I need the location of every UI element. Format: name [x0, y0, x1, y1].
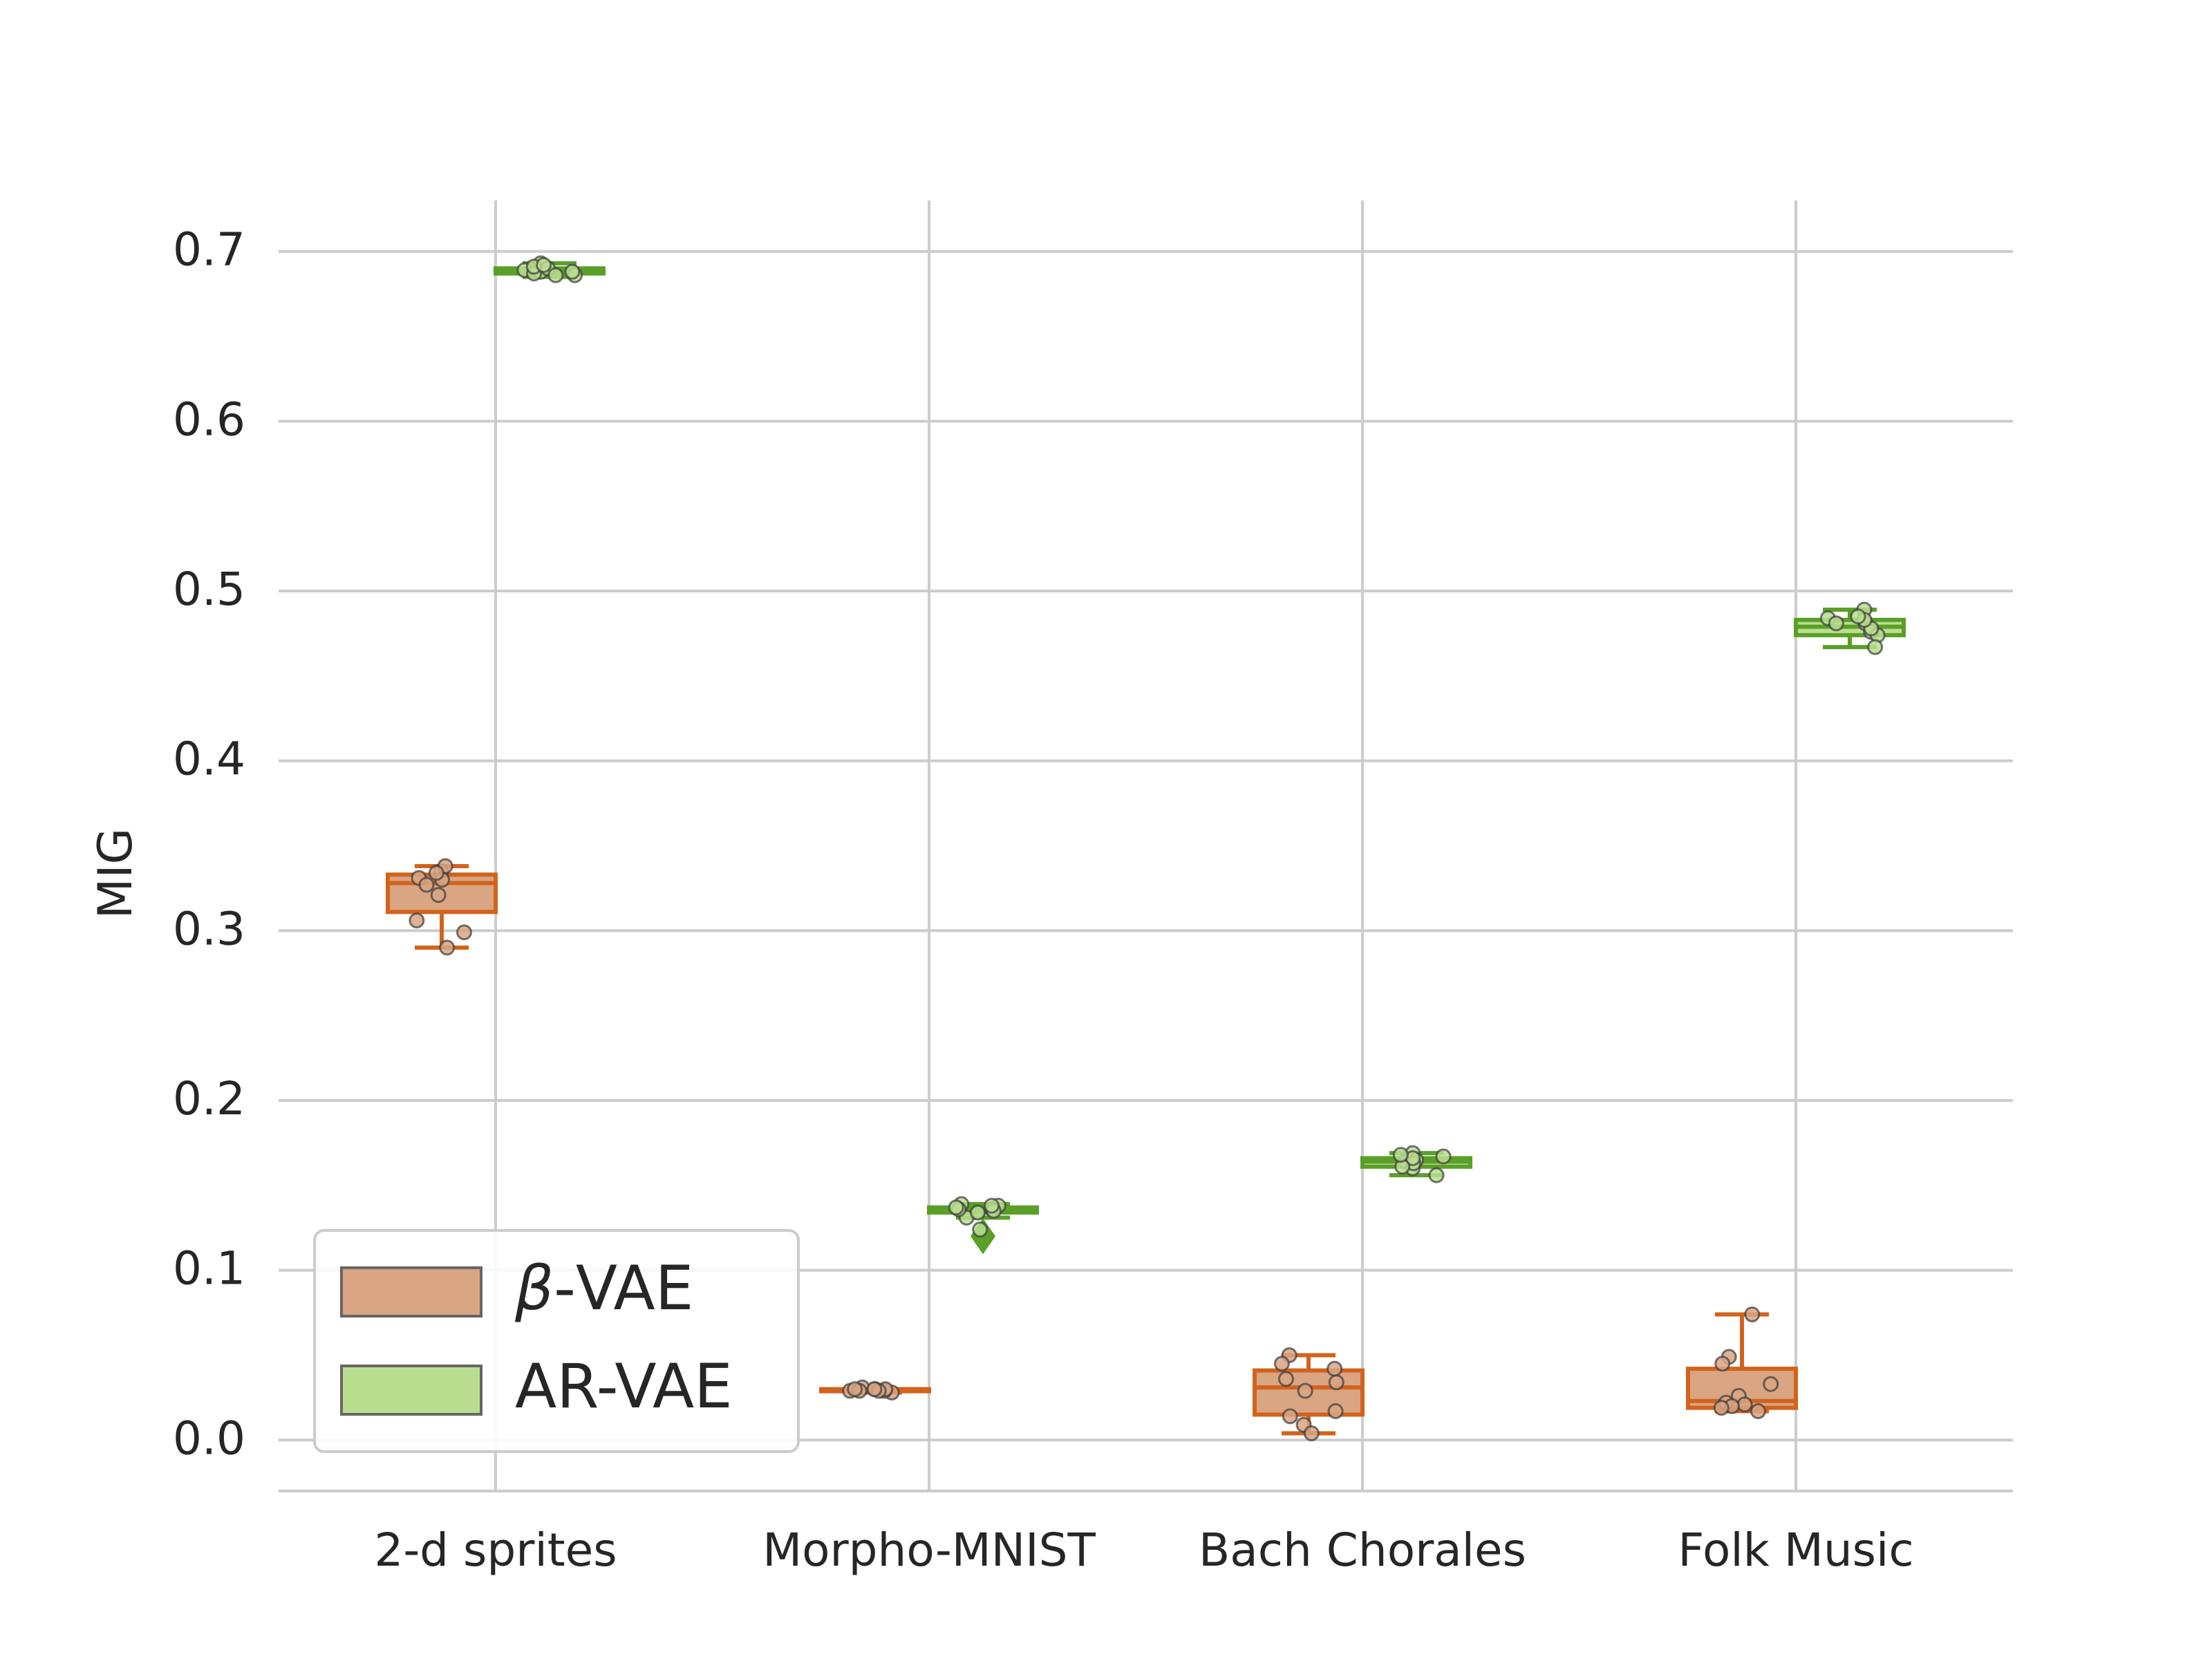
data-point	[547, 267, 564, 283]
y-tick-label: 0.4	[173, 733, 245, 786]
y-tick-label: 0.2	[173, 1072, 245, 1125]
series-0	[386, 858, 1798, 1441]
data-point	[948, 1199, 964, 1216]
legend-label: β-VAE	[514, 1253, 693, 1324]
data-point	[1736, 1396, 1753, 1413]
x-tick-label: 2-d sprites	[374, 1524, 617, 1577]
data-point	[1297, 1382, 1313, 1399]
data-point	[536, 256, 552, 273]
data-point	[428, 865, 444, 881]
data-point	[1750, 1403, 1766, 1420]
data-point	[1435, 1148, 1452, 1165]
legend-label-symbol: β	[514, 1253, 554, 1324]
data-point	[1850, 608, 1866, 625]
data-point	[1282, 1408, 1298, 1425]
y-tick-label: 0.5	[173, 563, 245, 616]
legend-label-text: AR-VAE	[515, 1351, 733, 1422]
data-point	[1303, 1425, 1320, 1441]
legend-swatch	[340, 1365, 482, 1416]
data-point	[1327, 1403, 1344, 1420]
series-1	[494, 255, 1906, 1255]
y-tick-label: 0.0	[173, 1412, 245, 1465]
data-point	[1392, 1147, 1409, 1163]
data-point	[866, 1381, 883, 1398]
legend-swatch	[340, 1266, 482, 1318]
data-point	[1828, 615, 1844, 632]
x-tick-label: Morpho-MNIST	[762, 1524, 1096, 1577]
data-point	[418, 877, 435, 893]
y-tick-label: 0.7	[173, 223, 245, 276]
data-point	[1273, 1356, 1290, 1372]
data-point	[409, 912, 425, 929]
legend-label: AR-VAE	[515, 1351, 733, 1422]
box-plots	[386, 255, 1906, 1441]
data-point	[564, 263, 581, 280]
data-point	[984, 1197, 1000, 1214]
data-point	[1744, 1306, 1761, 1323]
data-point	[1328, 1374, 1344, 1391]
x-tick-label: Folk Music	[1678, 1524, 1913, 1577]
data-point	[1277, 1371, 1294, 1387]
data-point	[847, 1381, 863, 1398]
data-point	[1713, 1400, 1730, 1416]
legend-label-text: -VAE	[554, 1253, 693, 1324]
data-point	[1714, 1356, 1731, 1372]
y-axis-label: MIG	[88, 828, 143, 919]
legend: β-VAE AR-VAE	[313, 1229, 800, 1453]
data-point	[430, 887, 447, 903]
data-point	[456, 924, 473, 941]
data-point	[1327, 1360, 1343, 1377]
y-tick-label: 0.1	[173, 1242, 245, 1295]
x-tick-label: Bach Chorales	[1199, 1524, 1526, 1577]
data-point	[1428, 1167, 1445, 1183]
data-point	[972, 1221, 988, 1238]
y-tick-label: 0.6	[173, 393, 245, 446]
tick-labels: 0.0 0.1 0.2 0.3 0.4 0.5 0.6 0.7 2-d sprites Morph…	[173, 223, 1914, 1577]
data-point	[1867, 639, 1884, 655]
data-point	[1763, 1376, 1779, 1392]
data-point	[439, 939, 456, 956]
data-point	[969, 1204, 986, 1221]
y-tick-label: 0.3	[173, 902, 245, 955]
